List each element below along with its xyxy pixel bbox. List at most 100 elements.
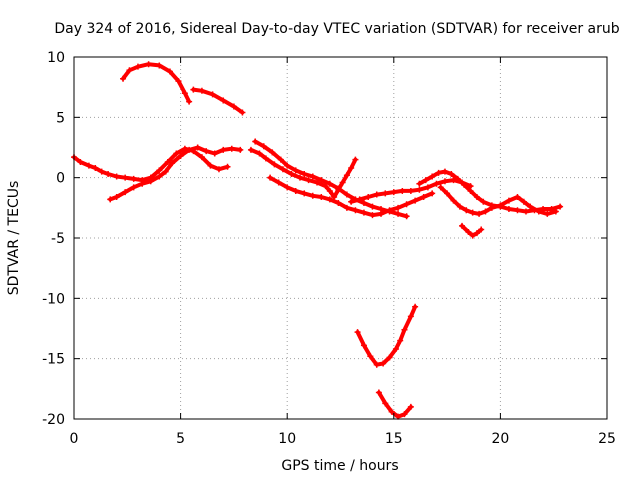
- data-point: [433, 180, 440, 187]
- data-point: [365, 193, 372, 200]
- data-point: [271, 161, 278, 168]
- data-point: [343, 191, 350, 198]
- data-point: [467, 187, 474, 194]
- y-tick-label: -15: [42, 352, 65, 368]
- data-point: [544, 210, 551, 217]
- data-point: [134, 63, 141, 70]
- data-point: [269, 149, 276, 156]
- data-point: [301, 171, 308, 178]
- data-point: [107, 196, 114, 203]
- data-point: [437, 184, 444, 191]
- data-point: [198, 154, 205, 161]
- x-axis-label: GPS time / hours: [281, 458, 398, 474]
- data-point: [395, 210, 402, 217]
- series-line: [355, 304, 418, 367]
- data-point: [401, 326, 408, 333]
- data-point: [343, 204, 350, 211]
- data-point: [476, 210, 483, 217]
- data-point: [326, 196, 333, 203]
- data-point: [177, 152, 184, 159]
- data-point: [480, 198, 487, 205]
- data-point: [284, 184, 291, 191]
- data-point: [407, 187, 414, 194]
- data-point: [469, 232, 476, 239]
- data-point: [401, 411, 408, 418]
- data-point: [207, 162, 214, 169]
- data-point: [424, 184, 431, 191]
- data-point: [386, 207, 393, 214]
- data-point: [552, 208, 559, 215]
- data-point: [211, 150, 218, 157]
- series-arc-high-2: [190, 86, 246, 116]
- data-point: [126, 67, 133, 74]
- series-arc-5: [267, 174, 436, 219]
- data-point: [256, 150, 263, 157]
- data-point: [113, 193, 120, 200]
- data-point: [356, 196, 363, 203]
- data-point: [354, 329, 361, 336]
- data-point: [198, 87, 205, 94]
- series-arc-low-1: [354, 303, 419, 368]
- series-line: [253, 139, 409, 219]
- data-point: [352, 207, 359, 214]
- data-series: [71, 61, 564, 420]
- data-point: [130, 175, 137, 182]
- data-point: [416, 186, 423, 193]
- data-point: [314, 179, 321, 186]
- data-point: [209, 91, 216, 98]
- data-point: [156, 167, 163, 174]
- data-point: [473, 230, 480, 237]
- data-point: [339, 179, 346, 186]
- data-point: [412, 303, 419, 310]
- data-point: [318, 177, 325, 184]
- data-point: [378, 210, 385, 217]
- series-arc-3: [247, 146, 359, 200]
- data-point: [292, 167, 299, 174]
- x-tick-label: 20: [491, 431, 509, 447]
- data-point: [305, 177, 312, 184]
- data-point: [220, 97, 227, 104]
- data-point: [252, 138, 259, 145]
- data-point: [392, 346, 399, 353]
- data-point: [309, 192, 316, 199]
- series-arc-low-2: [375, 389, 414, 420]
- data-point: [527, 203, 534, 210]
- data-point: [279, 166, 286, 173]
- data-point: [388, 408, 395, 415]
- data-point: [399, 187, 406, 194]
- x-tick-label: 25: [598, 431, 616, 447]
- data-point: [98, 168, 105, 175]
- data-point: [239, 109, 246, 116]
- data-point: [301, 190, 308, 197]
- series-line: [376, 390, 413, 419]
- data-point: [220, 146, 227, 153]
- data-point: [375, 389, 382, 396]
- data-point: [397, 337, 404, 344]
- data-point: [444, 190, 451, 197]
- data-point: [122, 174, 129, 181]
- data-point: [343, 172, 350, 179]
- series-arc-9: [459, 222, 485, 239]
- data-point: [435, 169, 442, 176]
- data-point: [367, 353, 374, 360]
- data-point: [420, 193, 427, 200]
- data-point: [429, 173, 436, 180]
- data-point: [369, 203, 376, 210]
- data-point: [407, 313, 414, 320]
- data-point: [448, 171, 455, 178]
- data-point: [190, 86, 197, 93]
- data-point: [262, 155, 269, 162]
- x-tick-label: 5: [176, 431, 185, 447]
- data-point: [292, 187, 299, 194]
- data-point: [173, 150, 180, 157]
- data-point: [120, 75, 127, 82]
- data-point: [473, 193, 480, 200]
- data-point: [535, 208, 542, 215]
- data-point: [85, 162, 92, 169]
- data-point: [228, 145, 235, 152]
- data-point: [557, 203, 564, 210]
- data-point: [441, 178, 448, 185]
- data-point: [156, 62, 163, 69]
- data-point: [130, 184, 137, 191]
